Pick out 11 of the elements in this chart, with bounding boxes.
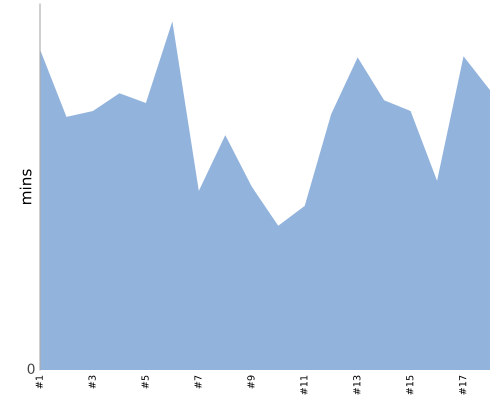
x-tick-label: #5 xyxy=(141,376,149,388)
x-tick-label: #17 xyxy=(459,376,466,395)
x-tick-label: #11 xyxy=(300,376,308,395)
x-tick-label: #15 xyxy=(406,376,414,395)
x-tick-label: #9 xyxy=(247,376,255,388)
x-tick-label: #7 xyxy=(194,376,202,388)
x-tick-label: #3 xyxy=(88,376,96,388)
x-tick-label: #13 xyxy=(353,376,360,395)
x-tick-label: #1 xyxy=(36,376,43,388)
y-axis-title: mins xyxy=(20,169,32,204)
annotation: 0 xyxy=(28,364,35,374)
